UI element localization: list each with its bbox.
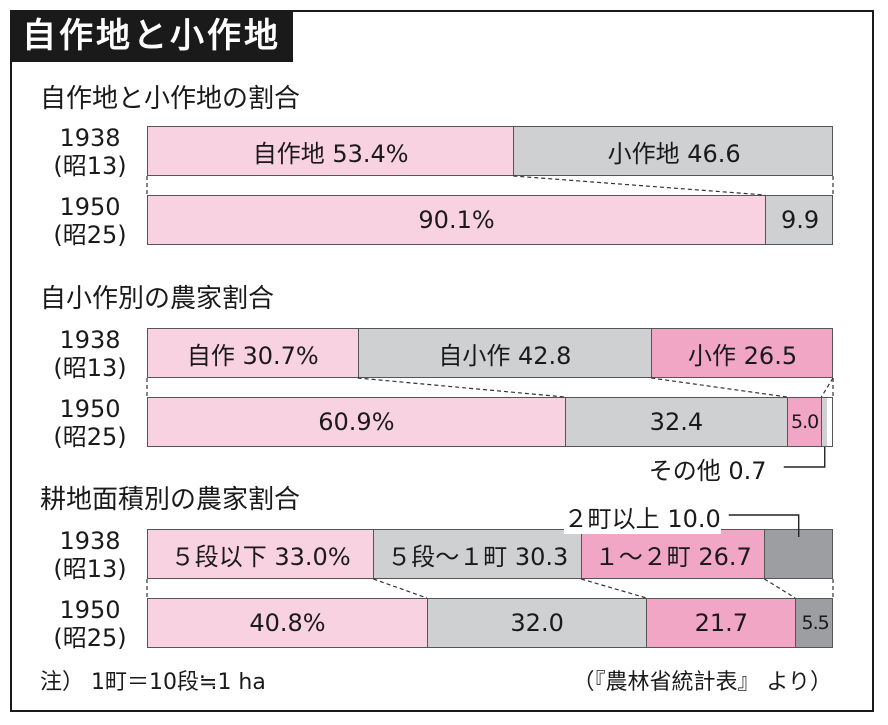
bar-segment-own: 自作地 53.4% <box>148 127 515 175</box>
year-label: 1950 (昭25) <box>53 395 127 451</box>
bar-segment-part_owner: 自小作 42.8 <box>358 329 653 377</box>
annotation-label: その他 0.7 <box>648 451 767 486</box>
bar-segment-under_5tan: 40.8% <box>148 599 428 647</box>
page-title: 自作地と小作地 <box>10 10 293 62</box>
bar-segment-tenant: 小作 26.5 <box>652 329 832 377</box>
stacked-bar: ５段以下 33.0% ５段〜１町 30.3 １〜２町 26.7 <box>147 529 833 579</box>
bar-segment-over_2cho: 5.5 <box>796 599 832 647</box>
stacked-bar: 自作 30.7% 自小作 42.8 小作 26.5 <box>147 328 833 378</box>
bar-segment-other <box>822 398 828 446</box>
chart-title: 耕地面積別の農家割合 <box>40 485 301 515</box>
bar-segment-tenant: 小作地 46.6 <box>514 127 832 175</box>
year-label: 1950 (昭25) <box>53 596 127 652</box>
year-label: 1950 (昭25) <box>53 193 127 249</box>
bar-segment-tenant: 9.9 <box>766 196 832 244</box>
bar-segment-5tan_1cho: ５段〜１町 30.3 <box>374 530 583 578</box>
stacked-bar: 自作地 53.4% 小作地 46.6 <box>147 126 833 176</box>
bar-segment-owner: 自作 30.7% <box>148 329 359 377</box>
bar-segment-part_owner: 32.4 <box>565 398 789 446</box>
footnote: 注） 1町＝10段≒1 ha <box>40 670 266 695</box>
bar-segment-tenant: 5.0 <box>788 398 823 446</box>
bar-segment-1_2cho: 21.7 <box>647 599 797 647</box>
chart-title: 自小作別の農家割合 <box>40 284 275 314</box>
bar-segment-5tan_1cho: 32.0 <box>427 599 648 647</box>
stacked-bar: 90.1% 9.9 <box>147 195 833 245</box>
chart-title: 自作地と小作地の割合 <box>40 84 301 114</box>
year-label: 1938 (昭13) <box>53 326 127 382</box>
year-label: 1938 (昭13) <box>53 527 127 583</box>
bar-segment-own: 90.1% <box>148 196 767 244</box>
bar-segment-owner: 60.9% <box>148 398 566 446</box>
bar-segment-1_2cho: １〜２町 26.7 <box>582 530 766 578</box>
bar-segment-under_5tan: ５段以下 33.0% <box>148 530 375 578</box>
source-note: （『農林省統計表』 より） <box>572 670 832 695</box>
stacked-bar: 40.8% 32.0 21.7 5.5 <box>147 598 833 648</box>
stacked-bar: 60.9% 32.4 5.0 <box>147 397 833 447</box>
bar-segment-over_2cho <box>765 530 832 578</box>
annotation-label: ２町以上 10.0 <box>563 499 721 534</box>
year-label: 1938 (昭13) <box>53 124 127 180</box>
